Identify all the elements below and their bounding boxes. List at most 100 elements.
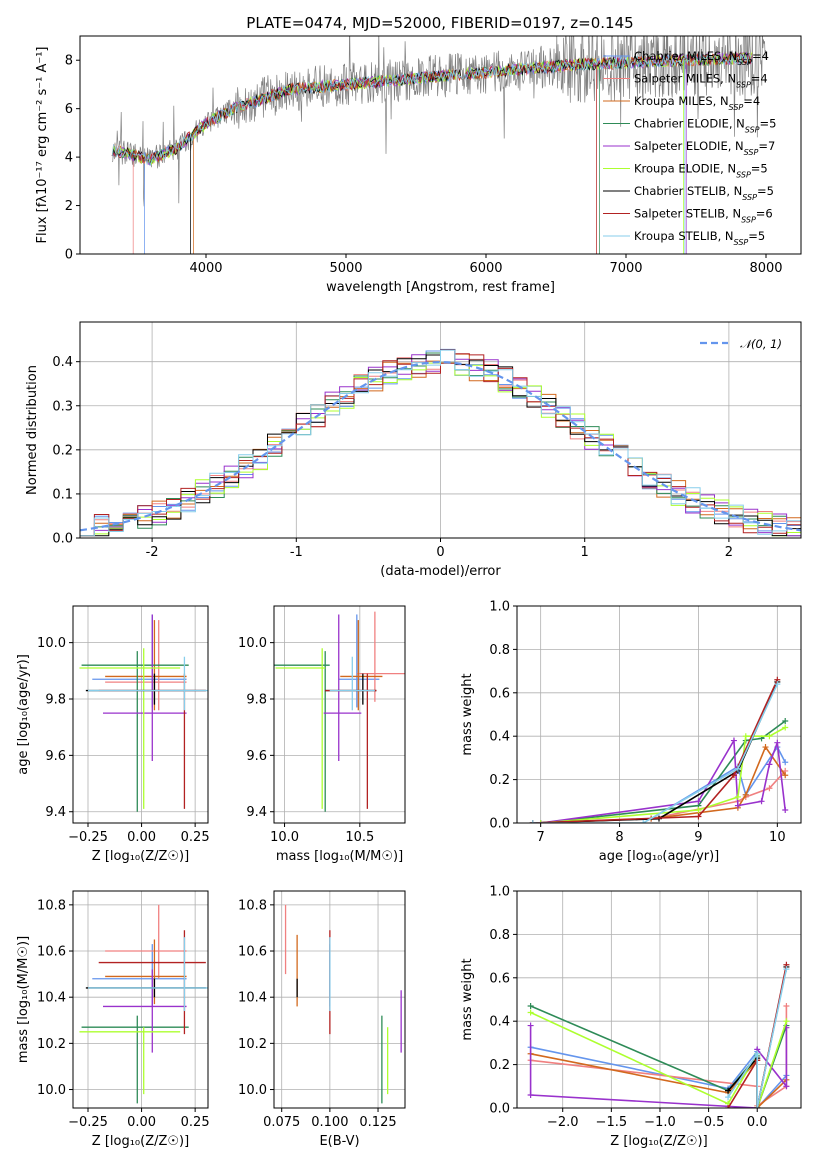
series-marker: [734, 793, 741, 800]
legend-subscript: SSP: [736, 80, 751, 89]
legend: 𝒩(0, 1): [700, 337, 782, 351]
series-marker: [766, 733, 773, 740]
x-tick-label: −0.25: [68, 1115, 108, 1130]
error-bar: [356, 611, 405, 702]
axes-frame: [79, 35, 802, 255]
plot-area: [284, 904, 402, 1104]
x-tick-label: 0.125: [359, 1115, 396, 1130]
series-marker: [782, 724, 789, 731]
series-marker: [774, 739, 781, 746]
legend-label: Salpeter STELIB, NSSP=6: [634, 207, 773, 225]
series-marker: [783, 1018, 790, 1025]
y-tick-label: 4: [65, 151, 73, 166]
x-tick-label: 5000: [329, 261, 362, 276]
x-axis-label: Z [log₁₀(Z/Z☉)]: [92, 849, 189, 864]
x-tick-label: 4000: [189, 261, 222, 276]
x-tick-label: 0.25: [181, 1115, 210, 1130]
legend-model-name: Salpeter STELIB, N: [634, 207, 741, 221]
panel-spectrum: 4000 5000 6000 7000 8000 0 2 4 6 8 wavelength [Ang…: [35, 35, 802, 295]
x-axis-label: E(B-V): [319, 1134, 359, 1149]
y-axis-label: age [log₁₀(age/yr)]: [16, 654, 31, 775]
mass-weight-series: [532, 745, 786, 823]
error-bar: [103, 969, 187, 1053]
legend-subscript: SSP: [734, 238, 749, 247]
y-tick-label: 9.8: [45, 693, 66, 708]
y-tick-label: 10.4: [37, 991, 66, 1006]
legend-subscript: SSP: [736, 170, 751, 179]
y-tick-label: 10.6: [37, 945, 66, 960]
error-bar: [105, 904, 187, 979]
y-tick-label: 6: [65, 102, 73, 117]
axes-frame: [72, 890, 209, 1109]
error-bar: [323, 614, 362, 761]
y-tick-label: 10.2: [238, 1037, 267, 1052]
error-bar: [85, 673, 206, 705]
residual-histogram: [80, 349, 801, 537]
series-marker: [766, 761, 773, 768]
legend-model-name: Salpeter ELODIE, N: [634, 139, 744, 153]
y-tick-label: 0.4: [489, 1015, 510, 1030]
axes-frame: [72, 605, 209, 824]
y-tick-label: 0.6: [489, 686, 510, 701]
legend-label: Chabrier ELODIE, NSSP=5: [634, 117, 776, 135]
panel-residuals: -2 -1 0 1 2 0.0 0.1 0.2 0.3 0.4 (data-model)/error…: [25, 321, 802, 579]
series-marker: [734, 765, 741, 772]
plot-area: [79, 904, 208, 1104]
legend-subscript: SSP: [744, 148, 759, 157]
y-tick-label: 0.3: [52, 399, 73, 414]
x-tick-label: 7: [537, 830, 545, 845]
y-tick-label: 0: [65, 248, 73, 263]
mass-weight-series: [532, 683, 779, 823]
x-axis-label: Z [log₁₀(Z/Z☉)]: [610, 1134, 707, 1149]
x-tick-label: 0.00: [127, 1115, 156, 1130]
x-tick-label: 1: [581, 545, 589, 560]
y-tick-label: 0.8: [489, 643, 510, 658]
panel-sfh-age: 7 8 9 10 0.0 0.2 0.4 0.6 0.8 1.0 age [log₁₀(age/yr…: [460, 600, 802, 864]
plot-area: [111, 36, 767, 254]
x-tick-label: 7000: [609, 261, 642, 276]
legend-model-name: Chabrier MILES, N: [634, 49, 737, 63]
plot-area: [79, 614, 208, 812]
plot-area: [274, 611, 405, 812]
error-bar: [274, 651, 330, 812]
y-tick-label: 0.2: [52, 443, 73, 458]
y-tick-label: 1.0: [489, 600, 510, 615]
legend-model-name: Kroupa ELODIE, N: [634, 162, 736, 176]
series-marker: [730, 772, 737, 779]
axes-frame: [273, 890, 406, 1109]
y-axis-label: mass [log₁₀(M/M☉)]: [16, 936, 31, 1063]
x-tick-label: 6000: [469, 261, 502, 276]
y-tick-label: 10.0: [238, 1083, 267, 1098]
x-axis-label: (data-model)/error: [380, 564, 501, 579]
x-tick-label: 10.5: [345, 830, 374, 845]
series-marker: [529, 820, 536, 823]
series-marker: [527, 1091, 534, 1098]
series-marker: [527, 1022, 534, 1029]
series-marker: [734, 802, 741, 809]
legend-model-name: Chabrier STELIB, N: [634, 184, 742, 198]
mass-weight-series: [727, 968, 788, 1108]
panel-mass-vs-Z: −0.25 0.00 0.25 10.0 10.2 10.4 10.6 10.8 Z [log₁…: [16, 890, 210, 1149]
error-bar: [325, 673, 377, 705]
x-axis-label: wavelength [Angstrom, rest frame]: [326, 280, 555, 295]
plot-area: [527, 961, 790, 1108]
y-tick-label: 9.4: [246, 805, 267, 820]
series-marker: [783, 1083, 790, 1090]
panel-age-vs-mass: 10.0 10.5 9.4 9.6 9.8 10.0 mass [log₁₀(M/M☉)]: [238, 605, 406, 864]
mass-weight-series: [532, 679, 779, 823]
y-tick-label: 10.6: [238, 945, 267, 960]
y-tick-label: 9.4: [45, 805, 66, 820]
legend-label: Kroupa STELIB, NSSP=5: [634, 229, 765, 247]
y-tick-label: 8: [65, 54, 73, 69]
y-tick-label: 9.6: [45, 749, 66, 764]
error-bar: [79, 1027, 181, 1095]
y-tick-label: 0.2: [489, 773, 510, 788]
y-tick-label: 0.1: [52, 487, 73, 502]
legend-n: =5: [757, 184, 774, 198]
series-marker: [782, 759, 789, 766]
legend-label: Salpeter ELODIE, NSSP=7: [634, 139, 775, 157]
error-bar: [103, 614, 187, 761]
series-marker: [758, 798, 765, 805]
x-tick-label: 0: [436, 545, 444, 560]
legend-subscript: SSP: [729, 103, 744, 112]
